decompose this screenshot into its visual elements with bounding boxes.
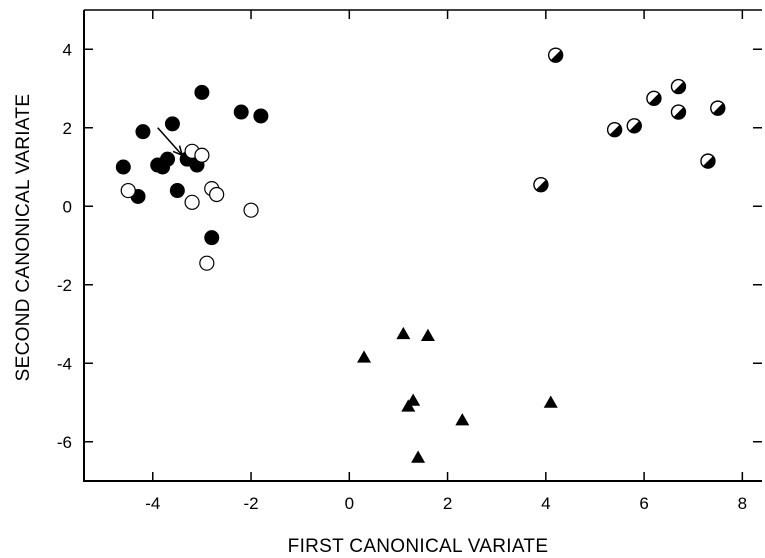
y-tick-label: -2 <box>57 276 72 295</box>
half-circle-fill <box>535 179 548 192</box>
half-filled-circle-point <box>533 176 549 193</box>
half-filled-circle-point <box>710 100 726 116</box>
x-tick-label: 2 <box>443 494 452 513</box>
x-tick-label: 8 <box>738 494 747 513</box>
half-filled-circle-point <box>547 47 564 63</box>
filled-circle-point <box>253 108 269 124</box>
half-circle-fill <box>712 103 725 116</box>
x-tick-label: 6 <box>639 494 648 513</box>
annotation-arrow <box>157 127 184 157</box>
filled-triangle-point <box>543 395 558 408</box>
filled-triangle-point <box>357 350 372 363</box>
half-circle-fill <box>550 50 563 63</box>
y-axis-title: SECOND CANONICAL VARIATE <box>13 94 34 382</box>
data-points <box>115 47 726 463</box>
open-circle-point <box>243 202 259 218</box>
filled-triangle-point <box>420 328 435 342</box>
filled-circle-point <box>155 159 171 175</box>
half-filled-circle-point <box>606 122 623 138</box>
y-tick-label: 4 <box>63 40 72 59</box>
y-tick-label: -4 <box>57 354 72 373</box>
open-circle-point <box>120 182 136 199</box>
open-circle-point <box>209 186 225 203</box>
filled-circle-point <box>135 124 151 140</box>
filled-circle-point <box>169 183 185 199</box>
filled-circle-point <box>164 116 180 132</box>
filled-circle-point <box>115 159 131 175</box>
filled-triangle-point <box>396 326 411 340</box>
arrow-head <box>172 145 184 157</box>
half-filled-circle-point <box>700 153 716 169</box>
x-tick-label: 0 <box>345 494 354 513</box>
filled-triangle-point <box>411 450 426 463</box>
filled-circle-point <box>194 84 210 100</box>
half-circle-fill <box>673 107 686 120</box>
filled-circle-point <box>204 230 220 246</box>
y-tick-label: -6 <box>57 433 72 452</box>
half-filled-circle-point <box>670 78 687 95</box>
x-tick-label: -4 <box>145 494 160 513</box>
y-tick-label: 0 <box>63 197 72 216</box>
y-axis-ticks: 4 2 0 -2 -4 -6 <box>57 40 762 452</box>
half-filled-circle-point <box>670 104 687 120</box>
open-circle-point <box>184 194 200 210</box>
filled-triangle-point <box>406 393 421 406</box>
open-circle-point <box>194 147 210 163</box>
plot-frame <box>83 9 762 482</box>
annotations <box>157 127 184 157</box>
half-circle-fill <box>629 120 642 133</box>
filled-circle-point <box>233 104 249 120</box>
filled-triangle-point <box>455 413 470 426</box>
half-filled-circle-point <box>646 90 662 107</box>
half-filled-circle-point <box>626 118 642 134</box>
half-circle-fill <box>673 81 686 94</box>
open-circle-point <box>199 255 215 271</box>
arrow-shaft <box>157 127 183 156</box>
x-axis-ticks: -4 -2 0 2 4 6 8 <box>145 10 747 513</box>
x-axis-title: FIRST CANONICAL VARIATE <box>288 536 549 557</box>
half-circle-fill <box>703 156 715 169</box>
half-circle-fill <box>609 124 622 137</box>
x-tick-label: 4 <box>541 494 550 513</box>
y-tick-label: 2 <box>63 119 72 138</box>
x-tick-label: -2 <box>243 494 258 513</box>
half-circle-fill <box>648 93 661 106</box>
